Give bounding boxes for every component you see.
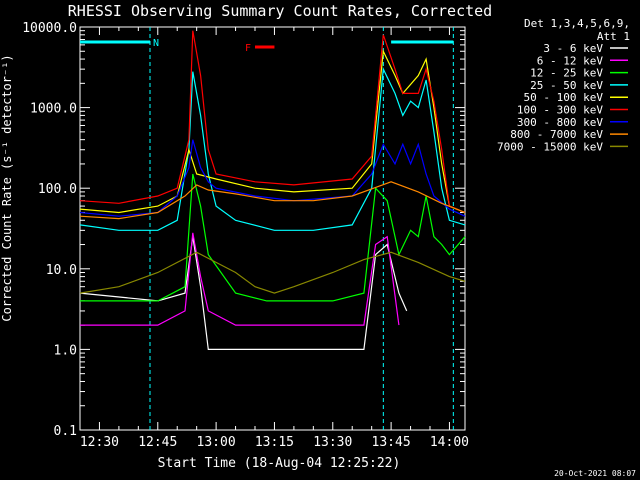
y-tick-label: 100.0 [38, 182, 77, 197]
series-line [79, 181, 466, 220]
x-tick-label: 13:00 [197, 435, 236, 450]
legend-entry-label: 25 - 50 keV [530, 79, 603, 92]
x-tick-label: 13:15 [255, 435, 294, 450]
y-tick-label: 0.1 [54, 424, 77, 439]
legend-entry-label: 800 - 7000 keV [510, 128, 603, 141]
chart-title: RHESSI Observing Summary Count Rates, Co… [68, 2, 492, 20]
x-tick-label: 12:30 [80, 435, 119, 450]
plot-content: 0.1 1.0 10.0 100.0 1000.0 10000.0 12:30 12:45 13… [22, 21, 469, 450]
legend-entry-label: 300 - 800 keV [517, 116, 603, 129]
series-line [79, 49, 466, 214]
x-tick-label: 13:30 [313, 435, 352, 450]
x-tick-label: 14:00 [430, 435, 469, 450]
series-line [79, 251, 466, 294]
y-tick-label: 1.0 [54, 343, 77, 358]
series-line [79, 236, 408, 350]
legend-entry-label: 12 - 25 keV [530, 67, 603, 80]
series-line [79, 66, 466, 231]
legend-entry-label: 100 - 300 keV [517, 104, 603, 117]
legend-entry-label: 6 - 12 keV [537, 54, 604, 67]
legend-entry-label: 7000 - 15000 keV [497, 140, 603, 153]
plot-frame [79, 26, 466, 431]
series-line [79, 139, 466, 217]
footer-timestamp: 20-Oct-2021 08:07 [554, 469, 636, 478]
y-tick-label: 10.0 [46, 263, 77, 278]
legend-entry-label: 50 - 100 keV [524, 91, 604, 104]
x-tick-label: 13:45 [372, 435, 411, 450]
y-axis-label: Corrected Count Rate (s⁻¹ detector⁻¹) [0, 54, 14, 321]
y-tick-label: 1000.0 [30, 102, 77, 117]
series-line [79, 30, 466, 214]
x-tick-label: 12:45 [138, 435, 177, 450]
legend-header-detectors: Det 1,3,4,5,6,9, [524, 17, 630, 30]
y-tick-label: 10000.0 [22, 21, 77, 36]
flare-label: F [245, 43, 251, 54]
night-label: N [153, 38, 159, 49]
series-line [80, 173, 466, 302]
x-axis-label: Start Time (18-Aug-04 12:25:22) [158, 456, 401, 471]
legend-header-attenuator: Att 1 [597, 30, 630, 43]
legend-entry-label: 3 - 6 keV [543, 42, 603, 55]
series-line [80, 232, 400, 326]
